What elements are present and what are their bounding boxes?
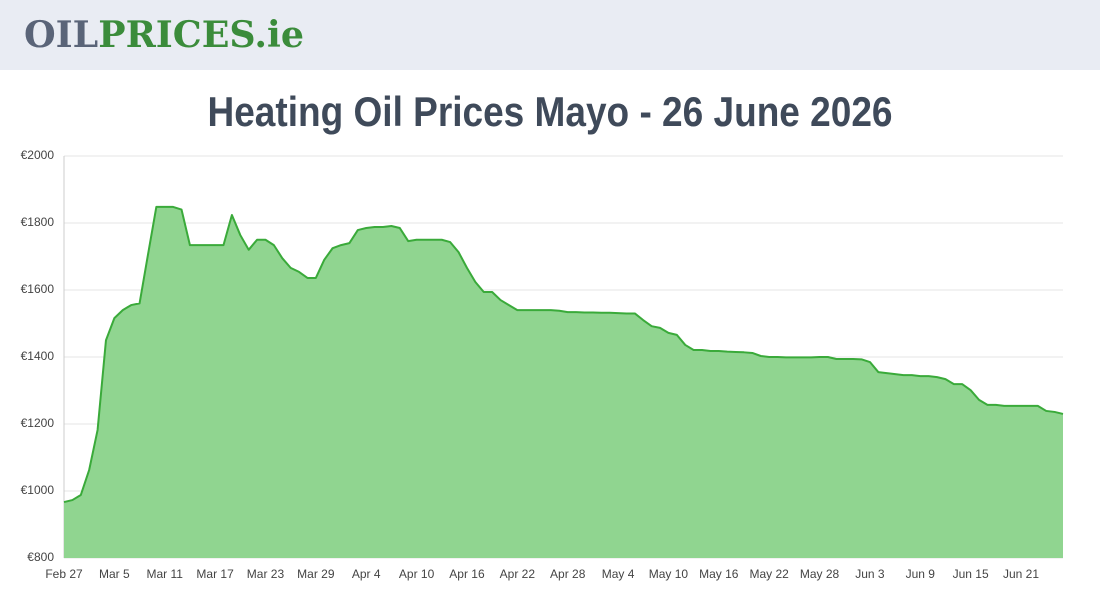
x-tick-label: Apr 28 bbox=[550, 567, 586, 581]
logo-part: .ie bbox=[254, 14, 304, 56]
y-tick-label: €1800 bbox=[21, 215, 55, 229]
x-tick-label: May 10 bbox=[649, 567, 689, 581]
x-tick-label: Jun 9 bbox=[906, 567, 936, 581]
y-tick-label: €1400 bbox=[21, 349, 55, 363]
x-tick-label: Apr 22 bbox=[500, 567, 536, 581]
x-tick-label: May 28 bbox=[800, 567, 840, 581]
y-tick-label: €2000 bbox=[21, 148, 55, 162]
logo-part: OIL bbox=[24, 14, 98, 56]
x-tick-label: Mar 5 bbox=[99, 567, 130, 581]
logo-part: PRICES bbox=[98, 14, 254, 56]
x-tick-label: May 22 bbox=[749, 567, 789, 581]
x-tick-label: Apr 4 bbox=[352, 567, 381, 581]
x-tick-label: Mar 29 bbox=[297, 567, 335, 581]
x-tick-label: May 16 bbox=[699, 567, 739, 581]
y-tick-label: €1000 bbox=[21, 483, 55, 497]
x-tick-label: Mar 17 bbox=[196, 567, 234, 581]
chart-title: Heating Oil Prices Mayo - 26 June 2026 bbox=[208, 88, 893, 135]
x-tick-label: Mar 11 bbox=[147, 567, 184, 581]
plot: €800 €1000 €1200 €1400 €1600 €1800 €2000 Feb 27… bbox=[21, 148, 1064, 581]
y-tick-label: €1600 bbox=[21, 282, 55, 296]
header-bar bbox=[0, 0, 1100, 70]
x-tick-label: Jun 21 bbox=[1003, 567, 1039, 581]
x-tick-label: Mar 23 bbox=[247, 567, 285, 581]
x-tick-label: Jun 15 bbox=[953, 567, 989, 581]
x-tick-label: Jun 3 bbox=[855, 567, 885, 581]
y-tick-label: €800 bbox=[27, 550, 54, 564]
y-tick-label: €1200 bbox=[21, 416, 55, 430]
x-tick-label: Apr 10 bbox=[399, 567, 435, 581]
area bbox=[64, 206, 1063, 559]
x-tick-label: Feb 27 bbox=[45, 567, 83, 581]
line bbox=[63, 205, 1064, 504]
x-tick-label: Apr 16 bbox=[449, 567, 485, 581]
logo[interactable]: OILPRICES.ie bbox=[24, 14, 304, 56]
x-tick-label: May 4 bbox=[602, 567, 635, 581]
